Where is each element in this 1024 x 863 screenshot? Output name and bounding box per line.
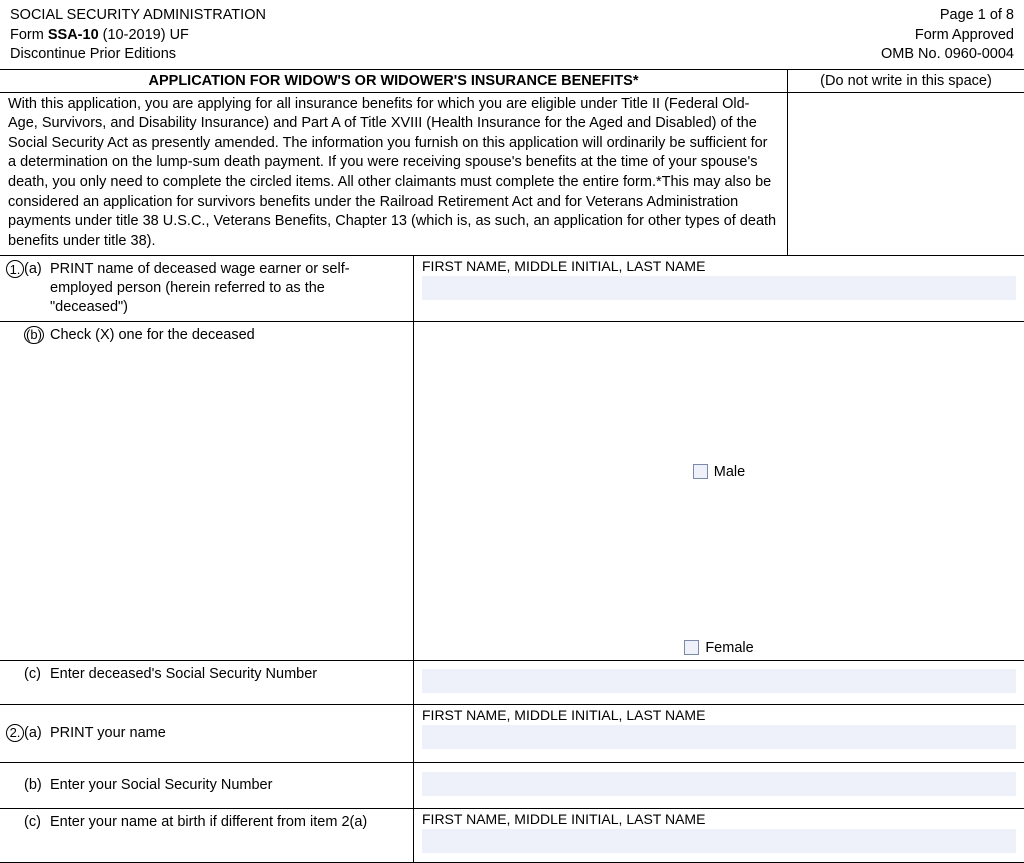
discontinue-text: Discontinue Prior Editions (10, 45, 266, 65)
intro-row: With this application, you are applying … (0, 93, 1024, 257)
header-left: SOCIAL SECURITY ADMINISTRATION Form SSA-… (10, 6, 266, 65)
q2c-field-label: FIRST NAME, MIDDLE INITIAL, LAST NAME (422, 811, 1016, 829)
q2c-sub: (c) (24, 813, 50, 858)
q1a-sub: (a) (24, 260, 50, 317)
form-number: SSA-10 (48, 27, 99, 43)
question-2a-label: 2. (a) PRINT your name (0, 705, 414, 762)
birth-name-input[interactable] (422, 829, 1016, 853)
question-2b-row: (b) Enter your Social Security Number (0, 763, 1024, 809)
question-2b-label: (b) Enter your Social Security Number (0, 763, 414, 808)
q2a-field-label: FIRST NAME, MIDDLE INITIAL, LAST NAME (422, 707, 1016, 725)
question-2a-row: 2. (a) PRINT your name FIRST NAME, MIDDL… (0, 705, 1024, 763)
page-number: Page 1 of 8 (881, 6, 1014, 26)
q1c-text: Enter deceased's Social Security Number (50, 665, 405, 700)
question-1c-field (414, 661, 1024, 704)
question-2c-field: FIRST NAME, MIDDLE INITIAL, LAST NAME (414, 809, 1024, 862)
question-1-number: 1. (6, 260, 24, 278)
q2a-sub: (a) (24, 724, 50, 743)
question-1a-row: 1. (a) PRINT name of deceased wage earne… (0, 256, 1024, 322)
female-checkbox-wrap: Female (684, 640, 753, 656)
q1b-sub: (b) (24, 326, 44, 344)
question-1a-label: 1. (a) PRINT name of deceased wage earne… (0, 256, 414, 321)
form-prefix: Form (10, 27, 48, 43)
deceased-name-input[interactable] (422, 276, 1016, 300)
q2c-text: Enter your name at birth if different fr… (50, 813, 405, 858)
question-2a-field: FIRST NAME, MIDDLE INITIAL, LAST NAME (414, 705, 1024, 762)
do-not-write-note: (Do not write in this space) (788, 70, 1024, 92)
male-checkbox[interactable] (693, 464, 708, 479)
female-label: Female (705, 640, 753, 656)
intro-text: With this application, you are applying … (0, 93, 788, 257)
header-right: Page 1 of 8 Form Approved OMB No. 0960-0… (881, 6, 1014, 65)
question-1c-row: (c) Enter deceased's Social Security Num… (0, 661, 1024, 705)
form-header: SOCIAL SECURITY ADMINISTRATION Form SSA-… (0, 0, 1024, 69)
question-2-number: 2. (6, 724, 24, 742)
q2b-sub: (b) (24, 776, 50, 795)
male-checkbox-wrap: Male (693, 464, 745, 480)
form-container: SOCIAL SECURITY ADMINISTRATION Form SSA-… (0, 0, 1024, 863)
q1c-sub: (c) (24, 665, 50, 700)
form-title: APPLICATION FOR WIDOW'S OR WIDOWER'S INS… (0, 70, 788, 92)
question-1b-label: (b) Check (X) one for the deceased (0, 322, 414, 660)
form-line: Form SSA-10 (10-2019) UF (10, 26, 266, 46)
question-1b-row: (b) Check (X) one for the deceased Male … (0, 322, 1024, 661)
question-2b-field (414, 763, 1024, 808)
title-row: APPLICATION FOR WIDOW'S OR WIDOWER'S INS… (0, 69, 1024, 93)
form-approved: Form Approved (881, 26, 1014, 46)
q1a-text: PRINT name of deceased wage earner or se… (50, 260, 405, 317)
question-1b-field: Male Female (414, 322, 1024, 660)
q2b-text: Enter your Social Security Number (50, 776, 405, 795)
q1b-text: Check (X) one for the deceased (50, 326, 405, 656)
omb-number: OMB No. 0960-0004 (881, 45, 1014, 65)
your-name-input[interactable] (422, 725, 1016, 749)
question-2c-label: (c) Enter your name at birth if differen… (0, 809, 414, 862)
female-checkbox[interactable] (684, 640, 699, 655)
your-ssn-input[interactable] (422, 772, 1016, 796)
q1a-field-label: FIRST NAME, MIDDLE INITIAL, LAST NAME (422, 258, 1016, 276)
question-1a-field: FIRST NAME, MIDDLE INITIAL, LAST NAME (414, 256, 1024, 321)
male-label: Male (714, 464, 745, 480)
question-2c-row: (c) Enter your name at birth if differen… (0, 809, 1024, 863)
blank-right-cell (788, 93, 1024, 257)
question-1c-label: (c) Enter deceased's Social Security Num… (0, 661, 414, 704)
form-suffix: (10-2019) UF (99, 27, 189, 43)
agency-name: SOCIAL SECURITY ADMINISTRATION (10, 6, 266, 26)
q2a-text: PRINT your name (50, 724, 405, 743)
deceased-ssn-input[interactable] (422, 669, 1016, 693)
